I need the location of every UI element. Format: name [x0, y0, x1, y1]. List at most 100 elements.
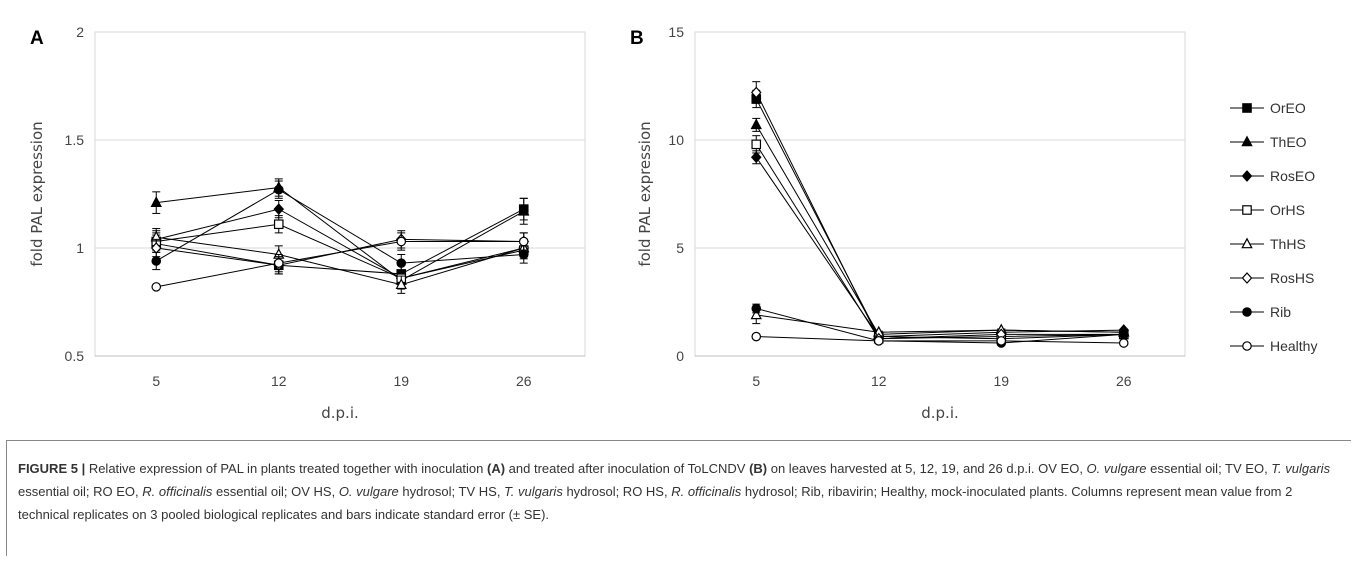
caption-part: R. officinalis — [671, 484, 742, 499]
caption-part: (A) — [487, 461, 506, 476]
series-line — [156, 236, 524, 286]
x-tick-label: 19 — [393, 373, 409, 389]
x-tick-label: 26 — [1116, 373, 1132, 389]
caption-part: hydrosol; TV HS, — [398, 484, 505, 499]
series-healthy — [751, 331, 1129, 348]
data-point — [151, 282, 162, 292]
caption-part: essential oil; TV EO, — [1146, 461, 1272, 476]
series-line — [156, 223, 524, 279]
legend-label: RosEO — [1270, 168, 1315, 184]
legend-item: RosEO — [1230, 168, 1315, 184]
data-point — [273, 258, 284, 268]
data-point — [151, 256, 162, 266]
data-point — [273, 203, 285, 216]
legend-item: OrHS — [1230, 202, 1305, 218]
legend-label: Rib — [1270, 304, 1291, 320]
caption-frame — [6, 440, 1351, 556]
caption-part: O. vulgare — [338, 484, 399, 499]
legend-marker — [1241, 237, 1253, 249]
x-tick-label: 19 — [993, 373, 1009, 389]
legend-item: ThHS — [1230, 236, 1306, 252]
series-rib — [151, 180, 529, 273]
y-axis-title: fold PAL expression — [636, 121, 654, 266]
data-point — [273, 184, 284, 195]
series-roseo — [150, 199, 530, 286]
legend-label: RosHS — [1270, 270, 1314, 286]
y-tick-label: 10 — [668, 132, 684, 148]
data-point — [750, 308, 762, 320]
series-line — [755, 156, 1124, 338]
series-line — [756, 314, 1124, 333]
series-healthy — [151, 232, 529, 292]
figure-caption: FIGURE 5 | Relative expression of PAL in… — [18, 457, 1343, 526]
series-line — [755, 144, 1124, 340]
legend-marker — [1242, 307, 1252, 317]
x-axis-title: d.p.i. — [321, 404, 359, 422]
legend-item: OrEO — [1230, 100, 1306, 116]
data-point — [518, 236, 529, 247]
data-point — [873, 336, 884, 346]
series-orhs — [751, 135, 1129, 344]
data-point — [396, 236, 407, 247]
chart-panel-b: 0 5 10 15 5 12 19 26 d.p.i. fold PAL expression B O… — [630, 24, 1317, 422]
caption-part: R. officinalis — [142, 484, 213, 499]
caption-part: on leaves harvested at 5, 12, 19, and 26… — [767, 461, 1087, 476]
data-point — [751, 331, 762, 342]
panel-label: B — [630, 28, 644, 49]
x-tick-label: 12 — [871, 373, 887, 389]
caption-part: essential oil; RO EO, — [18, 484, 143, 499]
series-thhs — [750, 305, 1130, 337]
legend-marker — [1241, 272, 1253, 284]
x-tick-label: 5 — [152, 373, 160, 389]
data-point — [1118, 338, 1129, 348]
chart-panel-a: 0.5 1 1.5 2 5 12 19 26 d.p.i. fold PAL expression… — [28, 24, 586, 422]
data-point — [518, 249, 529, 260]
legend-marker — [1242, 205, 1252, 215]
plot-area — [694, 31, 1186, 357]
series-line — [155, 189, 524, 264]
legend-item: ThEO — [1230, 134, 1307, 150]
plot-area — [94, 31, 586, 357]
data-point — [750, 86, 762, 99]
series-line — [756, 307, 1124, 344]
caption-part: O. vulgare — [1086, 461, 1147, 476]
legend-label: ThEO — [1270, 134, 1307, 150]
data-point — [996, 336, 1007, 346]
data-point — [750, 151, 762, 164]
caption-part: essential oil; OV HS, — [212, 484, 339, 499]
figure-panels: 0.5 1 1.5 2 5 12 19 26 d.p.i. fold PAL expression… — [28, 24, 1317, 422]
legend-marker — [1242, 103, 1252, 113]
caption-part: and treated after inoculation of ToLCNDV — [505, 461, 750, 476]
figure-label: FIGURE 5 | — [18, 461, 86, 476]
y-tick-label: 1 — [76, 240, 84, 256]
data-point — [396, 258, 407, 268]
x-axis-title: d.p.i. — [921, 404, 959, 422]
y-tick-label: 2 — [76, 24, 84, 40]
series-roseo — [750, 150, 1130, 343]
legend-item: RosHS — [1230, 270, 1314, 286]
series-line — [755, 92, 1124, 340]
legend-label: OrEO — [1270, 100, 1306, 116]
y-tick-label: 1.5 — [65, 132, 85, 148]
data-point — [150, 196, 162, 207]
series-theo — [750, 117, 1130, 339]
x-tick-label: 26 — [516, 373, 532, 389]
caption-part: T. vulgaris — [1271, 461, 1331, 476]
data-point — [518, 204, 530, 216]
legend-label: OrHS — [1270, 202, 1305, 218]
caption-part: hydrosol; Rib, ribavirin; Healthy, mock-… — [18, 484, 1293, 522]
legend-label: ThHS — [1270, 236, 1306, 252]
panel-label: A — [30, 28, 44, 49]
legend-marker — [1242, 341, 1252, 351]
series-roshs — [750, 81, 1130, 345]
y-tick-label: 0.5 — [65, 348, 85, 364]
caption-part: Relative expression of PAL in plants tre… — [85, 461, 487, 476]
series-line — [156, 208, 524, 279]
series-oreo — [751, 89, 1129, 344]
legend-marker — [1241, 135, 1253, 147]
y-tick-label: 15 — [668, 24, 684, 40]
data-point — [273, 219, 284, 230]
series-line — [156, 241, 524, 288]
y-tick-label: 5 — [676, 240, 684, 256]
series-line — [755, 124, 1124, 335]
